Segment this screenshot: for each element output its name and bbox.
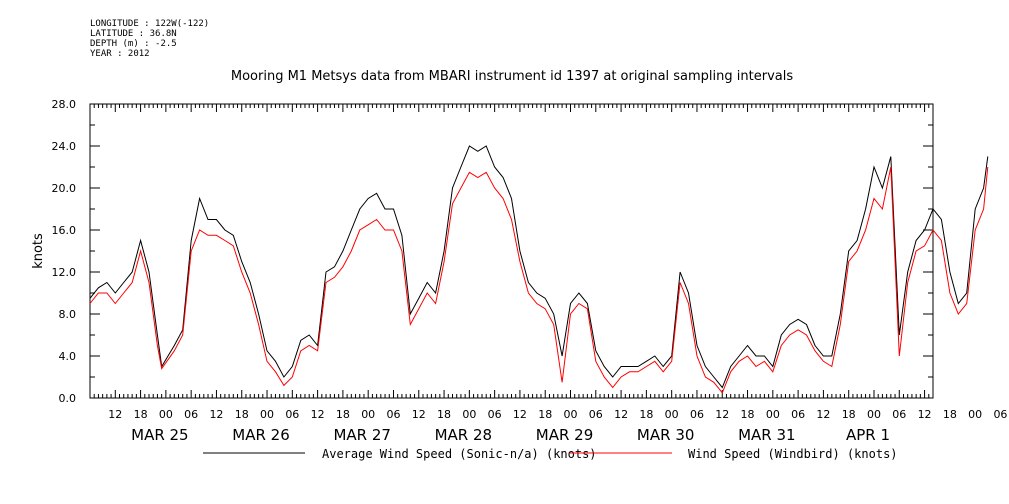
series-line-1 — [89, 145, 989, 389]
y-tick-label: 28.0 — [52, 98, 77, 111]
x-hour-label: 18 — [538, 408, 552, 421]
y-tick-label: 8.0 — [59, 308, 77, 321]
x-hour-label: 12 — [412, 408, 426, 421]
x-day-label: MAR 28 — [435, 426, 492, 444]
meta-longitude: LONGITUDE : 122W(-122) — [90, 19, 210, 29]
x-hour-label: 18 — [639, 408, 653, 421]
x-hour-label: 18 — [437, 408, 451, 421]
legend-label-2: Wind Speed (Windbird) (knots) — [688, 447, 898, 461]
x-hour-label: 06 — [285, 408, 299, 421]
x-hour-label: 06 — [690, 408, 704, 421]
y-tick-label: 0.0 — [59, 392, 77, 405]
x-hour-label: 18 — [336, 408, 350, 421]
x-hour-label: 12 — [614, 408, 628, 421]
x-hour-label: 00 — [159, 408, 173, 421]
x-hour-label: 06 — [386, 408, 400, 421]
x-hour-label: 06 — [791, 408, 805, 421]
y-axis-label: knots — [31, 233, 46, 269]
x-hour-label: 00 — [260, 408, 274, 421]
y-tick-label: 4.0 — [59, 350, 77, 363]
x-hour-label: 00 — [462, 408, 476, 421]
x-day-label: MAR 31 — [738, 426, 795, 444]
x-hour-label: 12 — [311, 408, 325, 421]
y-tick-label: 12.0 — [52, 266, 77, 279]
x-hour-label: 00 — [564, 408, 578, 421]
x-hour-label: 18 — [741, 408, 755, 421]
meta-latitude: LATITUDE : 36.8N — [90, 29, 177, 39]
plot-frame — [89, 103, 934, 399]
chart-title: Mooring M1 Metsys data from MBARI instru… — [231, 69, 793, 84]
metadata-block: LONGITUDE : 122W(-122) LATITUDE : 36.8N DE… — [90, 19, 209, 59]
x-hour-label: 00 — [968, 408, 982, 421]
meta-year: YEAR : 2012 — [90, 49, 150, 59]
y-tick-label: 16.0 — [52, 224, 77, 237]
x-hour-label: 00 — [361, 408, 375, 421]
x-hour-label: 12 — [209, 408, 223, 421]
x-hour-label: 12 — [816, 408, 830, 421]
x-day-label: MAR 30 — [637, 426, 694, 444]
y-tick-label: 24.0 — [52, 140, 77, 153]
meta-depth: DEPTH (m) : -2.5 — [90, 39, 177, 49]
x-day-label: MAR 27 — [333, 426, 390, 444]
x-hour-label: 06 — [184, 408, 198, 421]
legend-label-1: Average Wind Speed (Sonic-n/a) (knots) — [322, 447, 597, 461]
x-day-label: MAR 29 — [536, 426, 593, 444]
x-hour-label: 06 — [488, 408, 502, 421]
x-hour-label: 06 — [589, 408, 603, 421]
x-hour-label: 12 — [513, 408, 527, 421]
x-hour-label: 18 — [842, 408, 856, 421]
x-hour-label: 00 — [867, 408, 881, 421]
x-hour-label: 00 — [766, 408, 780, 421]
x-hour-label: 12 — [715, 408, 729, 421]
x-day-label: MAR 25 — [131, 426, 188, 444]
x-hour-label: 06 — [892, 408, 906, 421]
x-hour-label: 18 — [235, 408, 249, 421]
series-line-2 — [89, 166, 989, 394]
x-hour-label: 18 — [943, 408, 957, 421]
x-hour-label: 06 — [993, 408, 1007, 421]
x-day-label: MAR 26 — [232, 426, 289, 444]
x-hour-label: 00 — [665, 408, 679, 421]
x-hour-label: 18 — [134, 408, 148, 421]
x-hour-label: 12 — [918, 408, 932, 421]
y-tick-label: 20.0 — [52, 182, 77, 195]
x-day-label: APR 1 — [846, 426, 890, 444]
x-hour-label: 12 — [108, 408, 122, 421]
